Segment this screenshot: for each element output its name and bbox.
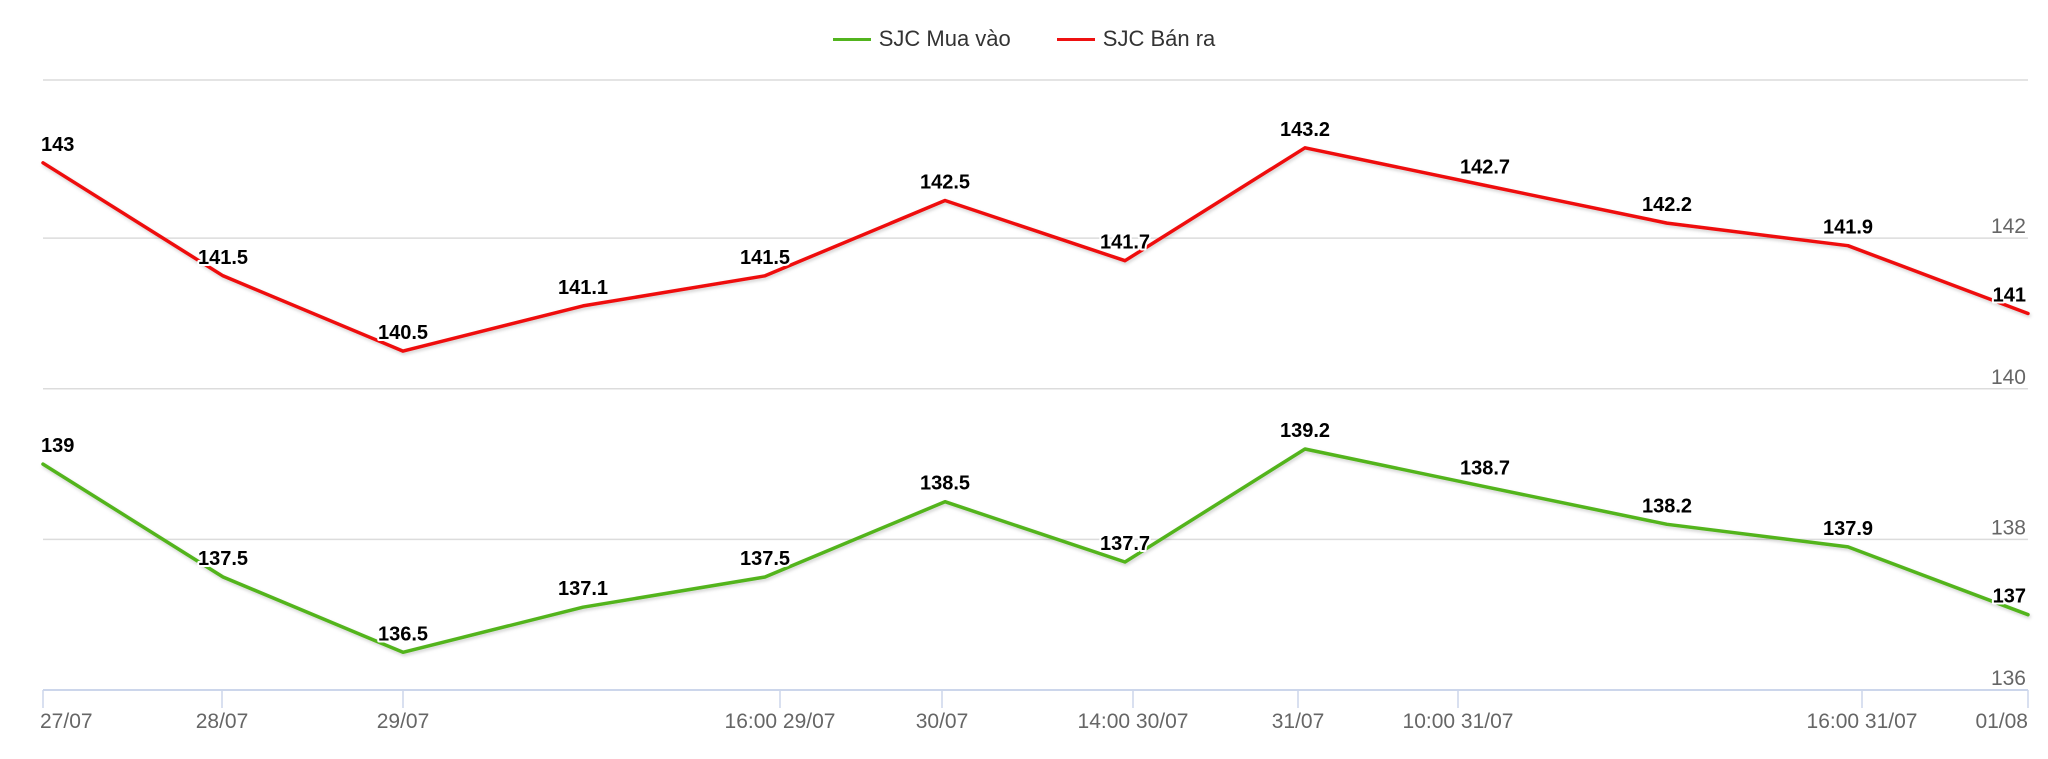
- series-line-mua-vao[interactable]: [41, 447, 2030, 655]
- data-label-ban-ra: 143.2: [1280, 119, 1330, 141]
- data-label-ban-ra: 141: [1993, 284, 2026, 306]
- legend-item-ban-ra[interactable]: SJC Bán ra: [1056, 26, 1216, 52]
- data-label-ban-ra: 141.7: [1100, 232, 1150, 254]
- data-label-ban-ra: 141.1: [558, 277, 608, 299]
- x-tick-label: 28/07: [196, 710, 249, 733]
- x-tick-label: 30/07: [916, 710, 969, 733]
- data-label-mua-vao: 139: [41, 435, 74, 457]
- x-tick-label: 29/07: [377, 710, 430, 733]
- data-label-ban-ra: 141.5: [198, 247, 248, 269]
- data-label-mua-vao: 137.5: [740, 548, 790, 570]
- data-label-ban-ra: 143: [41, 134, 74, 156]
- series-lines: [41, 146, 2030, 655]
- data-label-mua-vao: 137.1: [558, 578, 608, 600]
- data-label-ban-ra: 142.7: [1460, 156, 1510, 178]
- legend-item-mua-vao[interactable]: SJC Mua vào: [832, 26, 1011, 52]
- data-labels: 143 141.5 140.5 141.1 141.5 142.5 141.7 143.2 14…: [39, 117, 2028, 648]
- y-tick-label: 138: [1991, 516, 2026, 539]
- data-label-ban-ra: 140.5: [378, 322, 428, 344]
- data-label-mua-vao: 136.5: [378, 623, 428, 645]
- x-tick-label: 16:00 31/07: [1807, 710, 1918, 733]
- legend-label-mua-vao: SJC Mua vào: [878, 26, 1011, 51]
- data-label-mua-vao: 138.7: [1460, 458, 1510, 480]
- legend-label-ban-ra: SJC Bán ra: [1102, 26, 1216, 51]
- x-tick-label: 10:00 31/07: [1403, 710, 1514, 733]
- x-tick-label: 01/08: [1975, 710, 2028, 733]
- series-line-ban-ra[interactable]: [41, 146, 2030, 353]
- axes: 136 138 140 142 27/07 28/07 29/07 16:00 29/07 30…: [40, 215, 2029, 733]
- data-label-mua-vao: 137.7: [1100, 533, 1150, 555]
- legend-swatch-ban-ra: [1056, 37, 1095, 41]
- data-label-mua-vao: 139.2: [1280, 420, 1330, 442]
- data-label-ban-ra: 142.5: [920, 171, 970, 193]
- data-label-mua-vao: 138.5: [920, 473, 970, 495]
- x-tick-label: 14:00 30/07: [1078, 710, 1189, 733]
- grid-lines: [43, 79, 2028, 541]
- data-label-ban-ra: 141.9: [1823, 217, 1873, 239]
- chart-legend: SJC Mua vào SJC Bán ra: [0, 26, 2048, 52]
- x-tick-label: 31/07: [1272, 710, 1325, 733]
- data-label-ban-ra: 142.2: [1642, 194, 1692, 216]
- data-label-ban-ra: 141.5: [740, 247, 790, 269]
- data-label-mua-vao: 137.5: [198, 548, 248, 570]
- y-tick-label: 140: [1991, 366, 2026, 389]
- data-label-mua-vao: 137: [1993, 586, 2026, 608]
- y-tick-label: 136: [1991, 667, 2026, 690]
- data-label-mua-vao: 137.9: [1823, 518, 1873, 540]
- data-label-mua-vao: 138.2: [1642, 495, 1692, 517]
- x-tick-label: 16:00 29/07: [725, 710, 836, 733]
- y-tick-label: 142: [1991, 215, 2026, 238]
- legend-swatch-mua-vao: [832, 37, 871, 41]
- x-tick-label: 27/07: [40, 710, 93, 733]
